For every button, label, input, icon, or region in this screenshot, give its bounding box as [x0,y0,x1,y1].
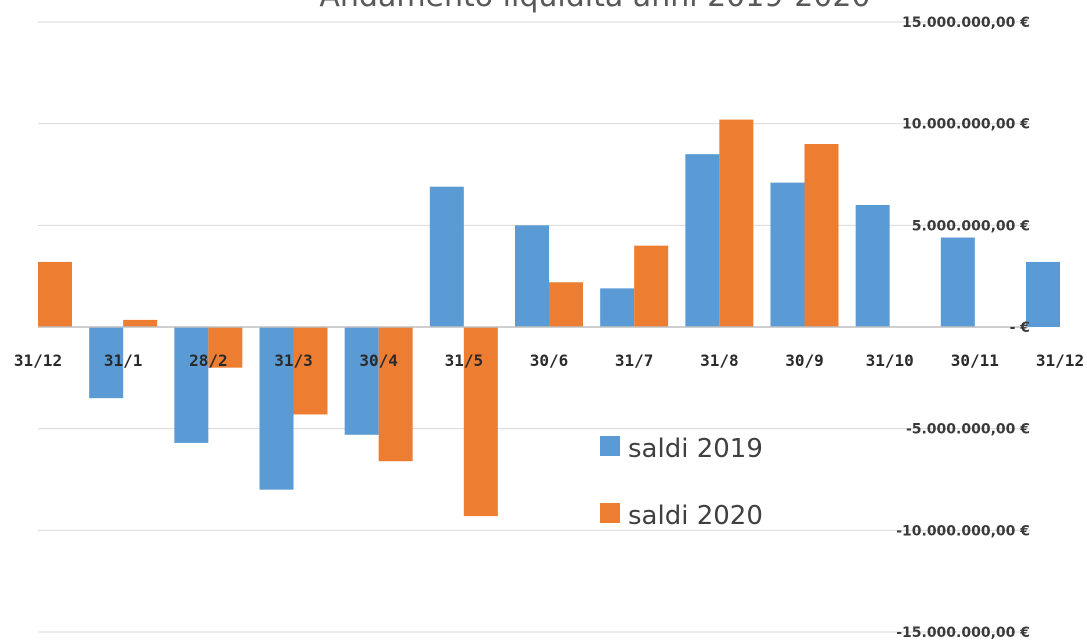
legend-swatch-saldi-2019 [600,436,620,456]
bar-saldi-2019-9 [770,182,805,327]
y-tick-label: -10.000.000,00 € [896,523,1030,539]
bar-saldi-2019-4 [344,327,379,435]
x-tick-label: 28/2 [189,351,228,370]
x-tick-label: 31/10 [866,351,914,370]
y-tick-label: 10.000.000,00 € [902,117,1030,133]
legend-label-saldi-2020: saldi 2020 [628,501,763,531]
legend: saldi 2019 saldi 2020 [600,434,763,531]
x-tick-label: 31/5 [445,351,484,370]
x-tick-label: 30/4 [359,351,398,370]
x-axis-tick-labels: 31/12 31/1 28/2 31/3 30/4 31/5 30/6 31/7 31/8 30/… [14,351,1084,370]
bar-saldi-2020-0 [38,261,72,327]
bar-saldi-2020-1 [123,319,158,327]
y-tick-label: 15.000.000,00 € [902,15,1030,31]
y-axis-tick-labels: 15.000.000,00 € 10.000.000,00 € 5.000.000,… [896,15,1030,641]
y-tick-label: -15.000.000,00 € [896,625,1030,641]
bar-saldi-2019-5 [429,186,464,327]
bar-saldi-2019-6 [515,225,549,327]
bar-saldi-2019-1 [89,327,124,399]
bar-saldi-2019-3 [259,327,294,490]
x-tick-label: 31/3 [274,351,313,370]
y-tick-label: - € [1010,320,1030,336]
bar-saldi-2020-6 [549,282,583,327]
bar-saldi-2019-7 [600,288,635,327]
bar-saldi-2020-3 [293,327,328,415]
bar-saldi-2019-8 [685,154,720,327]
bar-saldi-2019-12 [1026,261,1060,327]
x-tick-label: 31/8 [700,351,739,370]
y-tick-label: 5.000.000,00 € [912,218,1030,234]
bar-saldi-2020-7 [634,245,669,327]
x-tick-label: 30/11 [951,351,999,370]
legend-swatch-saldi-2020 [600,503,620,523]
y-tick-label: -5.000.000,00 € [906,422,1030,438]
legend-label-saldi-2019: saldi 2019 [628,434,763,464]
bar-saldi-2020-8 [719,119,754,327]
bar-saldi-2020-4 [378,327,413,462]
x-tick-label: 30/6 [530,351,569,370]
bar-saldi-2020-9 [804,144,839,327]
bar-saldi-2020-5 [463,327,498,517]
x-tick-label: 31/7 [615,351,654,370]
bar-saldi-2019-2 [174,327,209,443]
x-tick-label: 30/9 [785,351,824,370]
x-tick-label: 31/12 [14,351,62,370]
chart-title: Andamento liquidità anni 2019-2020 [319,0,870,14]
bar-saldi-2020-2 [208,327,243,368]
x-tick-label: 31/1 [104,351,143,370]
bar-saldi-2019-11 [940,237,975,327]
bar-saldi-2019-10 [855,205,890,327]
x-tick-label: 31/12 [1036,351,1084,370]
bars [38,119,1060,517]
